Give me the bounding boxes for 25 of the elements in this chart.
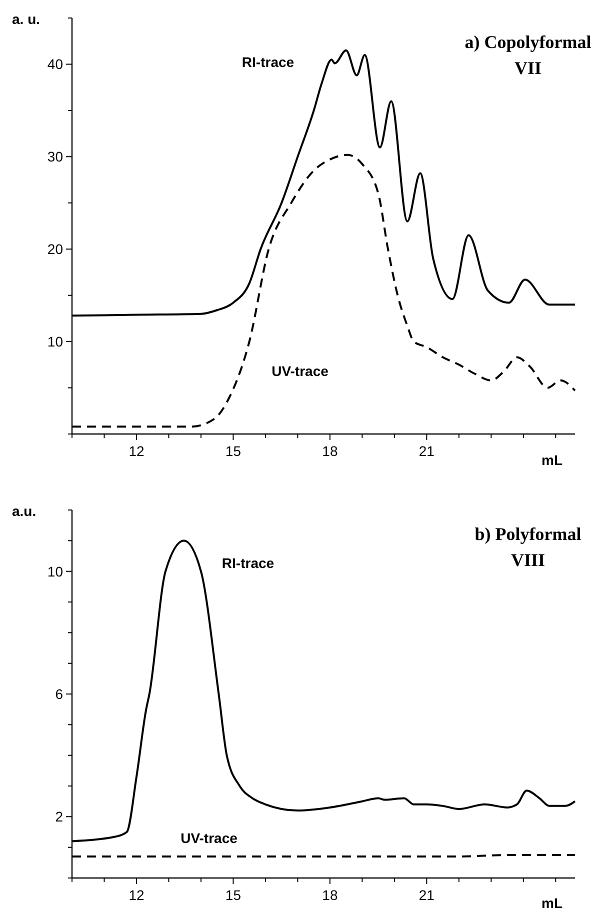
x-tick-label: 18 (322, 443, 338, 459)
x-tick-label: 12 (128, 887, 144, 903)
y-tick-label: 10 (47, 334, 64, 350)
y-tick-label: 2 (55, 808, 64, 825)
series-label: UV-trace (272, 363, 329, 379)
x-tick-label: 21 (418, 887, 435, 903)
x-axis-title: mL (542, 452, 563, 468)
series-label: RI-trace (222, 555, 274, 571)
text: RI-trace (242, 54, 294, 70)
y-tick-label: 6 (55, 686, 64, 702)
text: a) Copolyformal VII (464, 32, 592, 78)
y-tick-label: 40 (47, 56, 64, 72)
x-tick-label: 15 (225, 443, 242, 459)
x-tick-label: 18 (322, 887, 338, 903)
x-tick-label: 21 (418, 443, 435, 459)
text: b) Polyformal VIII (474, 524, 582, 570)
y-tick-label: 30 (47, 148, 64, 165)
y-tick-label: 10 (47, 563, 64, 580)
y-tick-label: 20 (47, 241, 64, 258)
x-axis-title: mL (542, 895, 563, 911)
x-tick-label: 15 (225, 887, 242, 903)
x-tick-label: 12 (128, 443, 144, 459)
y-axis-title: a.u. (12, 503, 36, 519)
series-label: UV-trace (180, 830, 238, 846)
y-axis-title: a. u. (12, 11, 40, 27)
